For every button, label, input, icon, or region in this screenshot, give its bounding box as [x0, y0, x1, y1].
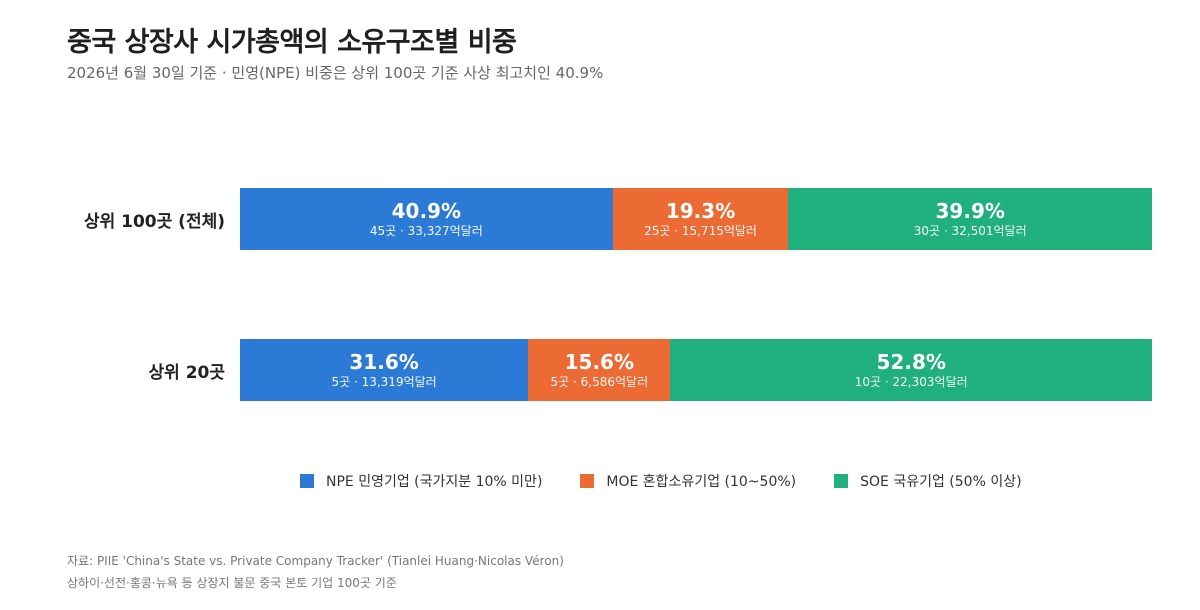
legend-item-soe: SOE 국유기업 (50% 이상): [834, 471, 1022, 491]
segment-detail-label: 10곳 · 22,303억달러: [854, 375, 968, 389]
legend-item-npe: NPE 민영기업 (국가지분 10% 미만): [300, 471, 542, 491]
segment-percent-label: 15.6%: [564, 350, 635, 374]
stacked-bar-top20: 31.6% 5곳 · 13,319억달러 15.6% 5곳 · 6,586억달러 52.…: [240, 339, 1152, 401]
bar-segment-moe-row1: 15.6% 5곳 · 6,586억달러: [528, 339, 671, 401]
segment-detail-label: 25곳 · 15,715억달러: [644, 224, 757, 238]
bar-segment-npe-row1: 31.6% 5곳 · 13,319억달러: [240, 339, 529, 401]
legend-swatch-npe: [300, 474, 314, 488]
bar-segment-moe-row0: 19.3% 25곳 · 15,715억달러: [612, 188, 789, 250]
legend-item-moe: MOE 혼합소유기업 (10~50%): [580, 471, 796, 491]
chart-title: 중국 상장사 시가총액의 소유구조별 비중: [67, 27, 517, 58]
segment-detail-label: 5곳 · 13,319억달러: [331, 375, 437, 389]
chart-legend: NPE 민영기업 (국가지분 10% 미만) MOE 혼합소유기업 (10~50…: [300, 471, 1060, 491]
segment-percent-label: 40.9%: [391, 199, 461, 223]
bar-segment-npe-row0: 40.9% 45곳 · 33,327억달러: [240, 188, 613, 250]
legend-label-soe: SOE 국유기업 (50% 이상): [860, 474, 1022, 490]
row-label-top100: 상위 100곳 (전체): [83, 212, 225, 232]
legend-label-npe: NPE 민영기업 (국가지분 10% 미만): [326, 474, 543, 490]
bar-segment-soe-row1: 52.8% 10곳 · 22,303억달러: [670, 339, 1152, 401]
stacked-bar-top100: 40.9% 45곳 · 33,327억달러 19.3% 25곳 · 15,715억달러…: [240, 188, 1152, 250]
segment-percent-label: 19.3%: [665, 199, 736, 223]
row-label-top20: 상위 20곳: [148, 363, 226, 383]
legend-swatch-moe: [580, 474, 595, 488]
footnote: 상하이·선전·홍콩·뉴욕 등 상장지 불문 중국 본토 기업 100곳 기준: [67, 576, 397, 590]
bar-segment-soe-row0: 39.9% 30곳 · 32,501억달러: [788, 188, 1152, 250]
source-note: 자료: PIIE 'China's State vs. Private Comp…: [67, 554, 564, 568]
segment-percent-label: 31.6%: [349, 350, 419, 374]
segment-detail-label: 45곳 · 33,327억달러: [369, 224, 483, 238]
legend-swatch-soe: [834, 474, 849, 488]
chart-subtitle: 2026년 6월 30일 기준 · 민영(NPE) 비중은 상위 100곳 기준…: [67, 64, 604, 82]
segment-detail-label: 30곳 · 32,501억달러: [913, 224, 1027, 238]
segment-detail-label: 5곳 · 6,586억달러: [550, 375, 649, 389]
legend-label-moe: MOE 혼합소유기업 (10~50%): [606, 474, 797, 490]
segment-percent-label: 52.8%: [876, 350, 946, 374]
segment-percent-label: 39.9%: [935, 199, 1005, 223]
